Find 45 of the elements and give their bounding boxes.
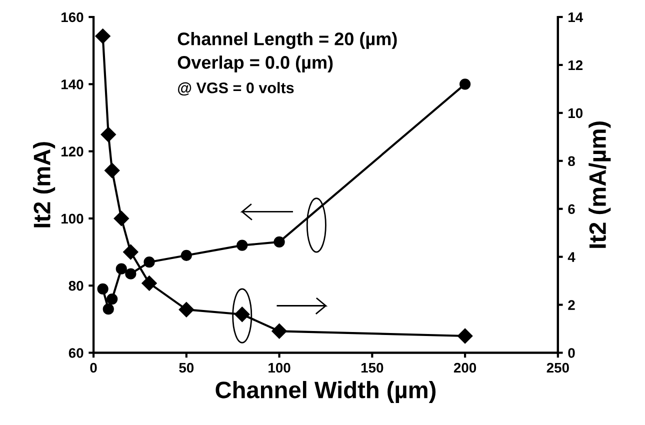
point [274,236,285,248]
point [104,162,120,178]
x-axis-title: Channel Width (µm) [216,380,436,403]
y2-tick-label: 6 [568,204,575,214]
y2-tick-label: 0 [568,348,575,358]
point [116,263,127,274]
x-tick-label: 100 [268,362,290,373]
y-tick-label: 140 [62,79,84,90]
point [97,283,108,295]
y-axis-title: It2 (mA) [33,142,56,228]
y-tick-label: 120 [62,146,84,156]
point [95,28,110,44]
annotation: @ VGS = 0 volts [178,82,294,96]
y-tick-label: 160 [62,12,84,22]
point [106,293,118,305]
annotation: Overlap = 0.0 (µm) [178,56,333,72]
point [457,328,473,344]
y2-tick-label: 2 [568,300,575,310]
x-tick-label: 0 [90,362,97,373]
y-tick-label: 60 [68,348,84,358]
point [459,78,471,90]
y-tick-label: 100 [62,214,84,224]
point [236,240,248,251]
point [123,244,138,260]
y2-axis-title: It2 (mA/µm) [588,122,611,248]
y2-tick-label: 14 [568,12,584,22]
point [178,302,194,318]
x-tick-label: 50 [179,362,194,373]
point [125,268,136,280]
y-tick-label: 80 [68,280,84,291]
y2-tick-label: 4 [568,252,576,262]
point [100,126,116,142]
point [114,210,129,226]
annotation: Channel Length = 20 (µm) [178,32,397,49]
x-tick-label: 150 [361,362,384,373]
y2-tick-label: 8 [568,156,575,166]
point [180,250,192,261]
y2-tick-label: 10 [568,108,583,118]
point [144,256,155,268]
point [272,324,287,339]
x-tick-label: 200 [454,362,476,373]
point [142,276,157,291]
y2-tick-label: 12 [568,60,583,70]
x-tick-label: 250 [546,362,569,373]
point [102,304,114,315]
